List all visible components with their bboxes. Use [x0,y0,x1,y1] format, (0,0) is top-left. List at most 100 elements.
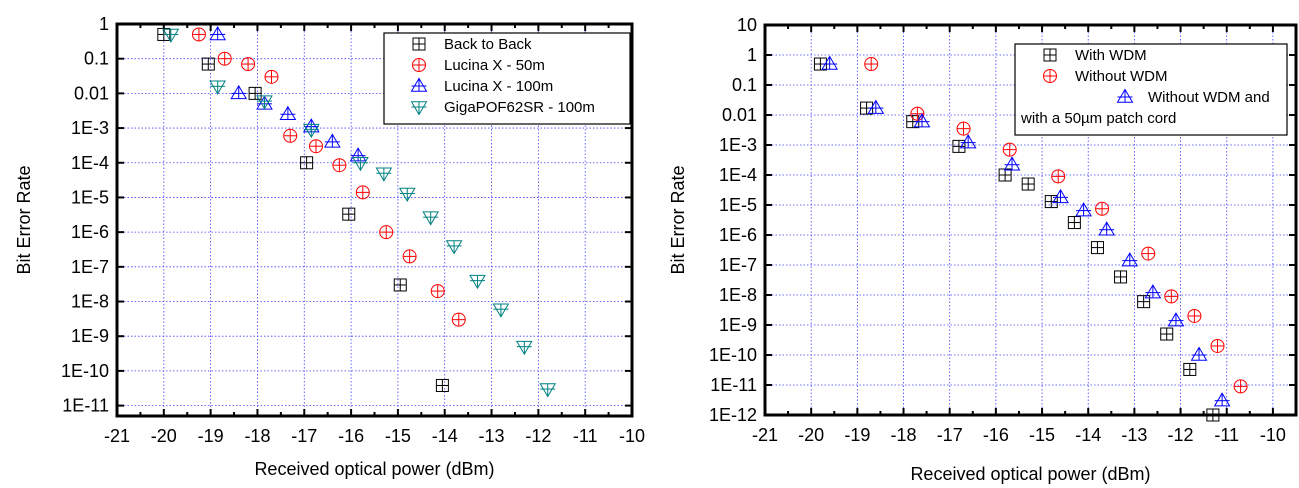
series-0 [813,57,1220,422]
x-tick-label: -18 [891,425,917,445]
data-point [375,167,393,182]
y-tick-label: 1E-8 [71,292,109,312]
data-point [1233,379,1248,394]
x-tick-label: -16 [338,426,364,446]
data-point [323,133,341,148]
legend-label: with a 50µm patch cord [1020,110,1176,127]
data-point [1002,142,1017,157]
legend-label: Lucina X - 100m [444,78,553,95]
chart-left-svg: -21 -20 -19 -18 -17 -16 -15 -14 -13 -12 -11 -10 1 0.1… [14,14,645,479]
data-point [1167,312,1185,327]
y-axis-label: Bit Error Rate [14,165,34,274]
data-point [209,25,227,41]
data-point [864,57,879,72]
series-2 [209,25,367,162]
x-tick-label: -20 [798,425,824,445]
data-point [201,57,215,71]
legend-label: Lucina X - 50m [444,57,545,74]
plot-frame [763,23,1298,417]
y-axis: 10 1 0.1 0.01 1E-3 1E-4 1E-5 1E-6 1E-7 1E-8 1E-9 1E… [709,15,1296,425]
y-tick-label: 1E-5 [719,195,757,215]
legend-item: GigaPOF62SR - 100m [410,99,595,116]
y-tick-label: 1E-9 [71,326,109,346]
y-tick-label: 10 [737,15,757,35]
y-axis-label: Bit Error Rate [668,165,688,274]
data-point [402,249,417,264]
data-point [1121,252,1139,267]
data-point [469,274,486,290]
y-tick-label: 1E-11 [710,375,757,395]
x-tick-label: -19 [844,425,870,445]
data-point [230,84,248,100]
data-point [1067,216,1081,230]
y-tick-label: 0.1 [84,49,109,69]
y-tick-label: 1E-8 [719,285,757,305]
series-3 [162,28,557,398]
data-point [1187,308,1202,323]
legend-item: Lucina X - 50m [412,57,545,74]
x-axis: -21 -20 -19 -18 -17 -16 -15 -14 -13 -12 -11 -10 [752,25,1297,445]
data-point [349,147,367,162]
data-point [515,340,533,356]
legend-item: Lucina X - 100m [410,77,553,95]
data-point [956,121,971,136]
data-point [379,225,394,240]
legend: With WDM Without WDM Without WDM and with a… [1014,43,1288,136]
legend-item: Without WDM [1043,68,1168,85]
y-axis: 1 0.1 0.01 1E-3 1E-4 1E-5 1E-6 1E-7 1E-8 1E-9 1E-1… [61,14,632,416]
data-point [398,187,416,202]
data-point [492,303,510,318]
data-point [430,284,445,299]
data-point [241,57,256,72]
y-tick-label: 1 [747,45,757,65]
legend-label: Without WDM and [1148,89,1270,106]
data-point [1021,177,1035,191]
data-point [1164,289,1179,304]
data-point [342,207,356,221]
data-point [1090,241,1104,255]
data-point [867,99,885,114]
data-point [1114,270,1128,284]
x-tick-label: -21 [104,426,130,446]
legend-item: Without WDM and with a 50µm patch cord [1020,88,1270,127]
data-point [1141,246,1156,261]
data-point [913,113,931,128]
legend-label: Back to Back [444,36,532,53]
data-point [539,383,557,398]
data-point [451,312,466,327]
legend-label: With WDM [1075,47,1147,64]
data-point [1190,346,1208,361]
x-axis-label: Received optical power (dBm) [910,464,1150,484]
y-tick-label: 1E-6 [71,222,109,242]
y-tick-label: 1E-4 [71,153,109,173]
legend-item: Back to Back [412,36,532,53]
series-2 [821,55,1231,407]
x-tick-label: -13 [1121,425,1147,445]
x-tick-label: -16 [983,425,1009,445]
data-point [422,211,440,226]
x-tick-label: -19 [198,426,224,446]
y-tick-label: 1E-3 [719,135,757,155]
x-tick-label: -14 [432,426,458,446]
x-tick-label: -17 [291,426,317,446]
data-point [1095,201,1110,216]
chart-right-svg: -21 -20 -19 -18 -17 -16 -15 -14 -13 -12 -11 -101010… [668,15,1298,484]
x-tick-label: -17 [937,425,963,445]
y-tick-label: 1E-10 [61,361,109,381]
data-point [217,51,232,66]
x-tick-label: -12 [525,426,551,446]
data-point [302,123,320,139]
data-point [1144,284,1162,299]
x-tick-label: -13 [479,426,505,446]
data-point [283,128,298,143]
x-tick-label: -12 [1168,425,1194,445]
data-point [279,105,297,121]
x-tick-label: -14 [1075,425,1101,445]
y-tick-label: 0.1 [732,75,757,95]
y-tick-label: 0.01 [722,105,757,125]
chart-left: -21 -20 -19 -18 -17 -16 -15 -14 -13 -12 -11 -10 1 0.1… [14,14,645,479]
data-point [435,378,449,392]
data-point [952,139,966,153]
data-point [1003,156,1021,171]
series-1 [191,27,466,327]
